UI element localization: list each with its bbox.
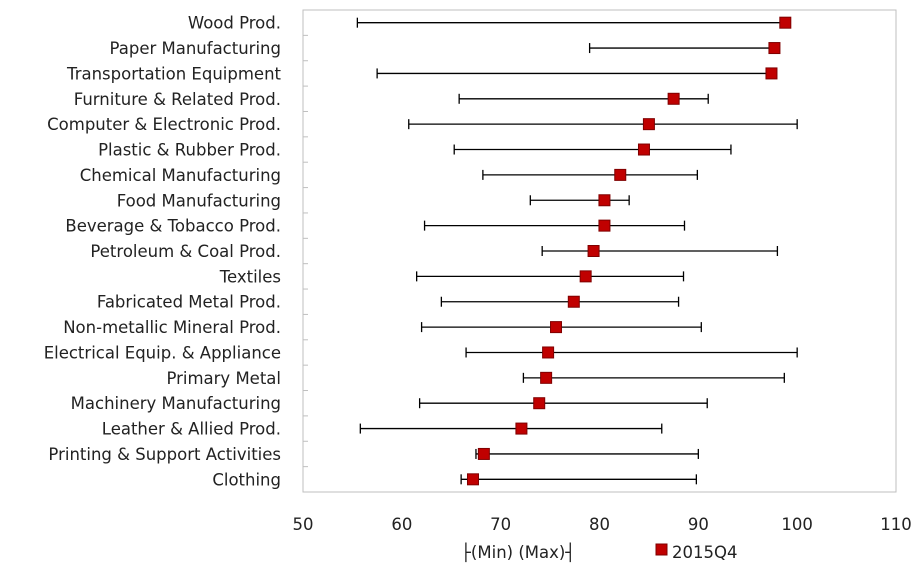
plot-border <box>302 9 897 493</box>
category-label: Leather & Allied Prod. <box>102 420 281 439</box>
range-bar <box>541 246 779 256</box>
category-label: Computer & Electronic Prod. <box>47 115 281 134</box>
range-bar <box>522 372 785 383</box>
range-bar <box>359 423 663 434</box>
value-marker <box>533 397 546 410</box>
category-label: Petroleum & Coal Prod. <box>90 242 281 261</box>
category-label: Furniture & Related Prod. <box>74 90 281 109</box>
category-label: Plastic & Rubber Prod. <box>98 141 281 160</box>
category-label: Primary Metal <box>166 369 281 388</box>
value-marker <box>642 118 655 131</box>
value-marker <box>477 447 490 460</box>
range-bar <box>482 169 698 180</box>
value-marker <box>567 295 580 308</box>
value-marker <box>598 219 611 232</box>
category-label: Fabricated Metal Prod. <box>97 293 281 312</box>
value-marker <box>540 371 553 384</box>
x-axis: 50 60 70 80 90 100 110 <box>293 515 912 534</box>
range-bar <box>423 220 686 231</box>
range-bar <box>465 347 798 358</box>
value-marker <box>515 422 528 435</box>
x-tick-label: 100 <box>781 515 813 534</box>
range-bar <box>408 119 798 130</box>
value-marker <box>667 92 680 105</box>
category-label: Printing & Support Activities <box>48 445 281 464</box>
range-bar <box>416 271 685 282</box>
value-marker <box>542 346 555 359</box>
plot-area <box>302 9 897 493</box>
range-bar <box>356 17 786 28</box>
range-bar <box>418 398 708 409</box>
legend-range-label: ├(Min) (Max)┤ <box>461 542 575 563</box>
category-label: Textiles <box>219 267 281 286</box>
category-label: Paper Manufacturing <box>110 39 281 58</box>
value-marker <box>550 321 563 334</box>
category-label: Transportation Equipment <box>66 64 281 83</box>
y-axis: Wood Prod. Paper Manufacturing Transportat… <box>44 14 308 489</box>
value-marker <box>598 194 611 207</box>
value-marker <box>466 473 479 486</box>
range-bar <box>376 68 777 79</box>
legend-series-label: 2015Q4 <box>672 543 737 562</box>
x-tick-label: 70 <box>490 515 511 534</box>
category-label: Machinery Manufacturing <box>71 394 281 413</box>
range-lines <box>356 17 798 485</box>
x-tick-label: 90 <box>688 515 709 534</box>
range-bar <box>440 296 680 307</box>
category-label: Non-metallic Mineral Prod. <box>63 318 281 337</box>
value-marker <box>587 245 600 257</box>
legend-marker-icon <box>655 543 668 556</box>
value-marker <box>779 16 792 29</box>
value-marker <box>768 42 781 55</box>
range-bar <box>475 448 699 459</box>
value-markers <box>466 16 792 486</box>
value-marker <box>637 143 650 156</box>
value-marker <box>765 67 778 80</box>
category-label: Chemical Manufacturing <box>80 166 281 185</box>
range-bar <box>529 195 630 206</box>
category-label: Wood Prod. <box>188 14 281 33</box>
range-bar <box>460 474 698 485</box>
range-bar <box>458 93 709 104</box>
category-label: Clothing <box>212 470 281 489</box>
x-tick-label: 110 <box>880 515 912 534</box>
category-label: Electrical Equip. & Appliance <box>44 343 281 362</box>
range-bar <box>588 43 777 54</box>
x-tick-label: 50 <box>293 515 314 534</box>
x-tick-label: 60 <box>391 515 412 534</box>
value-marker <box>614 168 627 181</box>
legend: ├(Min) (Max)┤ 2015Q4 <box>461 542 737 563</box>
category-label: Food Manufacturing <box>117 191 281 210</box>
x-tick-label: 80 <box>589 515 610 534</box>
category-label: Beverage & Tobacco Prod. <box>65 217 281 236</box>
range-bar <box>453 144 732 155</box>
value-marker <box>579 270 592 283</box>
